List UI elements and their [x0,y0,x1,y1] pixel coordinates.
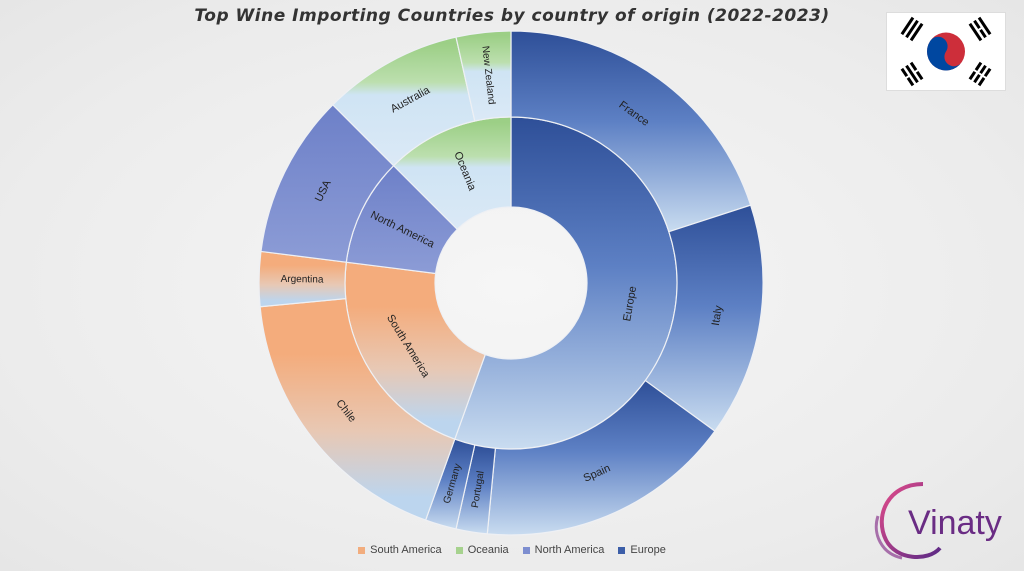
legend-swatch [455,546,463,554]
chart-title: Top Wine Importing Countries by country … [194,6,830,26]
legend-swatch [522,546,530,554]
label-europe: Europe [621,285,639,322]
legend-item-europe: Europe [618,544,666,556]
chart-segments [258,30,764,536]
legend-label: Oceania [467,544,509,556]
label-argentina: Argentina [281,274,324,286]
legend-label: Europe [630,544,666,556]
legend-swatch [618,546,626,554]
logo-text: Vinaty [908,504,1002,542]
legend-item-north-america: North America [522,544,605,556]
segment-new-zealand [455,30,512,122]
legend-label: North America [534,544,605,556]
chart-legend: South America Oceania North America Euro… [0,544,1024,556]
legend-item-oceania: Oceania [455,544,509,556]
legend-label: South America [370,544,442,556]
legend-item-south-america: South America [358,544,442,556]
label-italy: Italy [710,304,725,326]
south-korea-flag-icon [886,12,1006,91]
legend-swatch [358,546,366,554]
vinaty-logo: Vinaty [868,476,1018,566]
